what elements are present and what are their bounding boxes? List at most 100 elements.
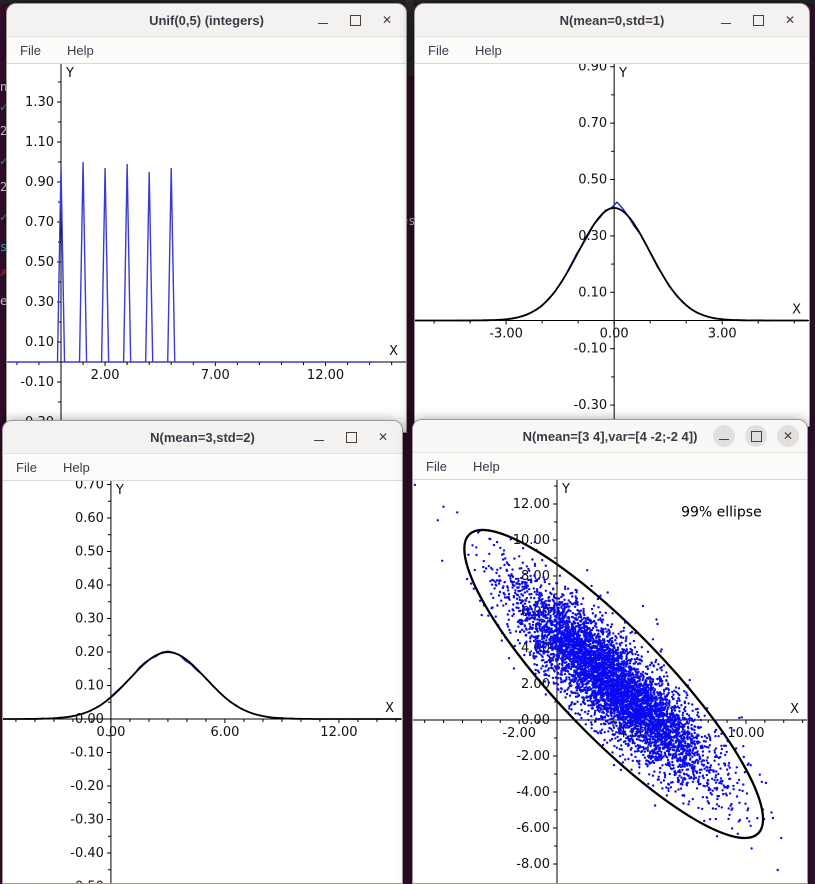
svg-text:0.00: 0.00 (96, 725, 125, 740)
terminal-glyph: ✓ (0, 100, 8, 114)
svg-text:3.00: 3.00 (708, 326, 737, 341)
terminal-glyph: n (0, 80, 8, 94)
maximize-button[interactable] (344, 9, 366, 31)
svg-text:0.10: 0.10 (25, 335, 54, 350)
window-normal-3-2: N(mean=3,std=2) ✕ File Help 0.00 6.00 12.0… (2, 420, 403, 884)
menu-help[interactable]: Help (62, 459, 90, 475)
svg-text:Y: Y (65, 66, 74, 81)
svg-text:Y: Y (618, 66, 627, 81)
minimize-button[interactable] (715, 9, 737, 31)
svg-text:-0.10: -0.10 (574, 342, 608, 357)
maximize-icon (349, 14, 361, 26)
svg-text:-0.40: -0.40 (70, 846, 104, 861)
svg-text:0.30: 0.30 (75, 611, 104, 626)
menu-help[interactable]: Help (472, 458, 500, 474)
svg-text:0.50: 0.50 (75, 544, 104, 559)
minimize-button[interactable] (312, 9, 334, 31)
menu-file[interactable]: File (16, 459, 37, 475)
svg-text:Y: Y (115, 483, 124, 498)
svg-text:0.60: 0.60 (75, 511, 104, 526)
close-icon: ✕ (784, 13, 796, 27)
svg-text:0.10: 0.10 (75, 678, 104, 693)
window-title: N(mean=3,std=2) (150, 429, 255, 445)
svg-text:X: X (385, 701, 394, 716)
terminal-header-sliver (405, 0, 414, 76)
svg-text:0.30: 0.30 (578, 229, 607, 244)
svg-text:X: X (792, 302, 801, 317)
menubar: File Help (3, 454, 402, 481)
close-button[interactable]: ✕ (372, 426, 394, 448)
svg-text:7.00: 7.00 (201, 368, 230, 383)
svg-text:1.10: 1.10 (25, 135, 54, 150)
titlebar[interactable]: Unif(0,5) (integers) ✕ (7, 4, 406, 37)
menu-help[interactable]: Help (474, 42, 502, 58)
close-icon: ✕ (381, 13, 393, 27)
maximize-icon (345, 431, 357, 443)
terminal-glyph: 2 (0, 180, 8, 194)
minimize-icon (318, 22, 328, 24)
svg-text:0.70: 0.70 (25, 215, 54, 230)
window-normal-std: N(mean=0,std=1) ✕ File Help -3.00 0.00 3.0… (414, 3, 810, 427)
svg-text:0.20: 0.20 (75, 645, 104, 660)
close-button[interactable]: ✕ (777, 425, 799, 447)
svg-text:12.00: 12.00 (513, 497, 550, 512)
svg-text:-0.50: -0.50 (70, 880, 104, 884)
svg-text:0.50: 0.50 (578, 173, 607, 188)
svg-text:-3.00: -3.00 (489, 326, 523, 341)
close-button[interactable]: ✕ (779, 9, 801, 31)
svg-text:0.10: 0.10 (578, 285, 607, 300)
plot-normal-std: -3.00 0.00 3.00 0.90 0.70 0.50 0.30 0.10 -0.10 -0… (415, 64, 809, 426)
svg-text:-0.30: -0.30 (574, 398, 608, 413)
menubar: File Help (415, 37, 809, 64)
terminal-glyph: e (0, 294, 8, 308)
menu-file[interactable]: File (426, 458, 447, 474)
terminal-glyph: ✓ (0, 154, 8, 168)
maximize-icon (752, 14, 764, 26)
plot-bivariate-normal: -2.00 4.00 10.00 12.00 10.00 8.00 6.00 4.00 2.00… (413, 480, 807, 883)
close-icon: ✕ (377, 430, 389, 444)
svg-text:2.00: 2.00 (91, 368, 120, 383)
menu-file[interactable]: File (20, 42, 41, 58)
svg-text:0.90: 0.90 (25, 175, 54, 190)
svg-text:-2.00: -2.00 (516, 749, 550, 764)
titlebar[interactable]: N(mean=0,std=1) ✕ (415, 4, 809, 37)
svg-text:0.00: 0.00 (521, 713, 550, 728)
close-button[interactable]: ✕ (376, 9, 398, 31)
minimize-icon (719, 438, 729, 440)
menu-file[interactable]: File (428, 42, 449, 58)
svg-text:-0.10: -0.10 (20, 375, 54, 390)
svg-text:12.00: 12.00 (320, 725, 357, 740)
svg-text:10.00: 10.00 (513, 533, 550, 548)
svg-text:1.30: 1.30 (25, 95, 54, 110)
svg-text:-8.00: -8.00 (516, 857, 550, 872)
minimize-button[interactable] (308, 426, 330, 448)
window-title: Unif(0,5) (integers) (149, 12, 264, 28)
terminal-glyph: 2 (0, 124, 8, 138)
maximize-button[interactable] (745, 425, 767, 447)
titlebar[interactable]: N(mean=[3 4],var=[4 -2;-2 4]) ✕ (413, 420, 807, 453)
svg-text:99% ellipse: 99% ellipse (681, 505, 762, 521)
minimize-icon (721, 22, 731, 24)
svg-text:-6.00: -6.00 (516, 821, 550, 836)
maximize-button[interactable] (340, 426, 362, 448)
maximize-icon (750, 430, 762, 442)
window-unif: Unif(0,5) (integers) ✕ File Help 2.00 7.0… (6, 3, 407, 433)
svg-text:0.40: 0.40 (75, 578, 104, 593)
svg-text:0.50: 0.50 (25, 255, 54, 270)
menu-help[interactable]: Help (66, 42, 94, 58)
maximize-button[interactable] (747, 9, 769, 31)
svg-text:2.00: 2.00 (521, 677, 550, 692)
svg-text:0.70: 0.70 (578, 116, 607, 131)
svg-text:10.00: 10.00 (727, 726, 764, 741)
svg-text:-2.00: -2.00 (502, 726, 536, 741)
svg-text:0.30: 0.30 (25, 295, 54, 310)
plot-unif: 2.00 7.00 12.00 1.30 1.10 0.90 0.70 0.50 0.30 0.1… (7, 64, 406, 432)
minimize-button[interactable] (713, 425, 735, 447)
svg-text:X: X (790, 702, 799, 717)
titlebar[interactable]: N(mean=3,std=2) ✕ (3, 421, 402, 454)
terminal-glyph: ✓ (0, 210, 8, 224)
svg-text:Y: Y (561, 482, 570, 497)
svg-text:12.00: 12.00 (307, 368, 344, 383)
svg-text:0.90: 0.90 (578, 64, 607, 75)
minimize-icon (314, 439, 324, 441)
